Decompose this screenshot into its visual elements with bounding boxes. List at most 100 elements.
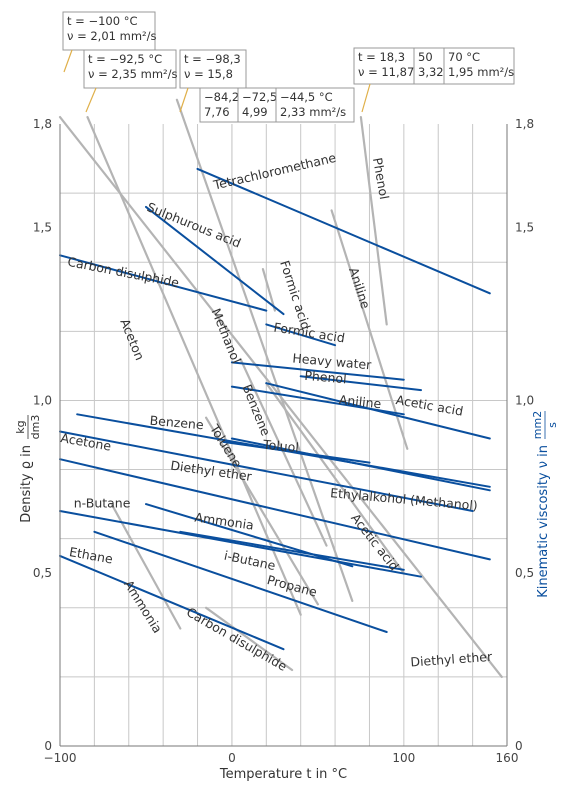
viscosity-series-line <box>205 416 319 606</box>
viscosity-series-line <box>359 116 388 326</box>
y-axis-label-left-text: Density ϱ in <box>19 445 34 523</box>
callout-leader <box>85 87 97 113</box>
density-series-line <box>59 458 491 561</box>
density-series-label: Ammonia <box>194 510 255 533</box>
density-series-line <box>76 413 491 488</box>
callout-text: −44,5 °C <box>280 90 333 104</box>
callout-box <box>275 87 355 123</box>
callout-leader <box>361 83 371 113</box>
callout-text: ν = 2,01 mm²/s <box>67 29 157 43</box>
callout-text: 70 °C <box>448 50 480 64</box>
callout-text: t = 18,3 <box>358 50 405 64</box>
viscosity-series-line <box>86 116 302 616</box>
viscosity-series-label: Benzene <box>239 382 273 438</box>
density-series-line <box>265 323 337 347</box>
y-tick-label-left: 0 <box>44 739 52 753</box>
callout-box <box>199 87 239 123</box>
callout-text: 2,33 mm²/s <box>280 105 346 119</box>
y-tick-label-right: 0,5 <box>515 566 534 580</box>
callout-leader <box>63 49 73 73</box>
viscosity-series-line <box>205 606 294 672</box>
x-tick-label: 100 <box>392 751 415 765</box>
density-series-line <box>59 430 474 512</box>
callout-box <box>83 49 177 89</box>
x-axis-label: Temperature t in °C <box>219 767 347 782</box>
viscosity-series-line <box>261 268 276 312</box>
y-axis-label-left-unit-den: dm3 <box>29 415 42 440</box>
y-axis-label-right-unit-den: s <box>546 422 559 428</box>
callout-text: −84,2 <box>204 90 239 104</box>
callout-text: ν = 15,8 <box>184 67 233 81</box>
callout-box <box>237 87 277 123</box>
density-series-label: Acetone <box>59 430 112 454</box>
density-series-line <box>230 361 405 381</box>
callout-box <box>179 49 247 89</box>
callout-text: t = −100 °C <box>67 14 137 28</box>
y-tick-label-right: 1,8 <box>515 117 534 131</box>
y-axis-label-right-text: Kinematic viscosity ν in <box>536 445 551 598</box>
density-series-label: Acetic acid <box>395 392 465 419</box>
callout-text: 3,32 <box>418 65 444 79</box>
density-series-label: Tetrachloromethane <box>211 150 338 193</box>
viscosity-series-line <box>58 116 503 678</box>
x-tick-label: 0 <box>228 751 236 765</box>
density-series-line <box>299 375 422 392</box>
y-tick-label-left: 1,8 <box>33 117 52 131</box>
callout-box <box>353 47 415 85</box>
callout-box <box>62 11 156 51</box>
density-series-label: n-Butane <box>74 496 131 511</box>
density-series-line <box>59 554 285 651</box>
viscosity-series-label: Phenol <box>370 156 392 200</box>
grid-layer <box>60 124 507 746</box>
y-tick-label-left: 1,0 <box>33 393 52 407</box>
density-series-label: i-Butane <box>223 548 277 574</box>
y-axis-label-right: Kinematic viscosity ν in mm2 s <box>531 411 559 598</box>
callout-text: ν = 11,87 <box>358 65 414 79</box>
callout-leader <box>179 87 189 113</box>
density-series-label: Toluol <box>262 437 300 455</box>
callout-text: 1,95 mm²/s <box>448 65 514 79</box>
x-tick-label: 160 <box>496 751 519 765</box>
x-tick-label: −100 <box>44 751 77 765</box>
callout-text: t = −92,5 °C <box>88 52 162 66</box>
viscosity-series-label: Diethyl ether <box>410 649 494 670</box>
viscosity-layer <box>58 98 503 678</box>
callout-text: t = −98,3 <box>184 52 241 66</box>
callout-text: −72,5 <box>242 90 277 104</box>
y-tick-label-left: 1,5 <box>33 221 52 235</box>
callout-text: 7,76 <box>204 105 230 119</box>
viscosity-series-line <box>330 209 409 450</box>
y-tick-label-right: 1,5 <box>515 221 534 235</box>
density-series-label: Aniline <box>338 392 382 411</box>
y-axis-label-left-unit-num: kg <box>14 420 27 433</box>
y-axis-label-right-unit-num: mm2 <box>531 411 544 439</box>
viscosity-series-label: Carbon disulphide <box>184 604 290 674</box>
density-series-line <box>230 437 491 492</box>
y-tick-label-right: 0 <box>515 739 523 753</box>
density-series-line <box>59 254 268 312</box>
density-series-label: Benzene <box>149 413 204 433</box>
callout-layer: t = −100 °Cν = 2,01 mm²/s t = −92,5 °C ν =… <box>62 11 515 123</box>
callout-box <box>443 47 515 85</box>
viscosity-series-label: Aceton <box>117 316 147 362</box>
viscosity-series-line <box>110 503 182 630</box>
density-layer <box>59 167 491 651</box>
callout-text: 50 <box>418 50 433 64</box>
viscosity-series-label: Methanol <box>209 306 245 365</box>
y-tick-label-left: 0,5 <box>33 566 52 580</box>
callout-text: 4,99 <box>242 105 268 119</box>
y-axis-label-left: Density ϱ in kg dm3 <box>14 415 42 523</box>
viscosity-series-label: Ammonia <box>121 577 165 636</box>
density-series-line <box>179 530 405 571</box>
density-series-line <box>196 167 491 295</box>
viscosity-series-line <box>265 382 405 575</box>
density-series-line <box>59 510 422 578</box>
density-series-label: Heavy water <box>292 350 373 372</box>
viscosity-series-line <box>175 98 354 602</box>
density-series-line <box>145 205 285 316</box>
density-series-label: Phenol <box>304 368 347 387</box>
density-series-line <box>93 530 388 633</box>
